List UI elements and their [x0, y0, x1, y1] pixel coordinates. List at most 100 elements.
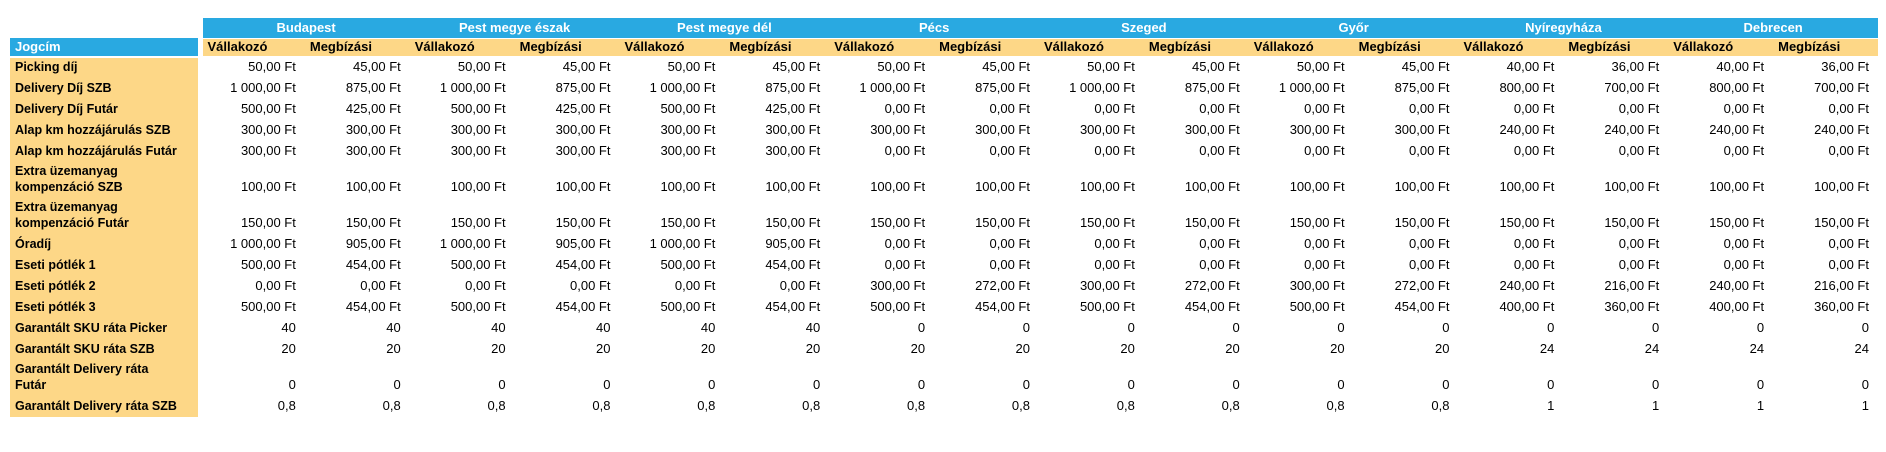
cell-eseti-potlek-1-pest-megye-eszak-vallakozo: 500,00 Ft: [409, 255, 515, 276]
cell-garantalt-delivery-rata-szb-pest-megye-del-megbizasi: 0,8: [724, 396, 830, 417]
cell-extra-uzemanyag-kompenzacio-szb-szeged-megbizasi: 100,00 Ft: [1143, 162, 1249, 198]
table-row-eseti-potlek-2: Eseti pótlék 2 0,00 Ft 0,00 Ft 0,00 Ft 0,00 …: [10, 276, 1878, 297]
cell-delivery-dij-futar-budapest-megbizasi: 425,00 Ft: [304, 99, 410, 120]
cell-eseti-potlek-2-pecs-megbizasi: 272,00 Ft: [934, 276, 1039, 297]
cell-garantalt-sku-rata-szb-budapest-megbizasi: 20: [304, 339, 410, 360]
cell-delivery-dij-szb-debrecen-vallakozo: 800,00 Ft: [1668, 78, 1774, 99]
cell-garantalt-sku-rata-szb-nyiregyhaza-vallakozo: 24: [1458, 339, 1564, 360]
cell-extra-uzemanyag-kompenzacio-futar-pest-megye-eszak-megbizasi: 150,00 Ft: [514, 198, 620, 234]
cell-delivery-dij-szb-nyiregyhaza-megbizasi: 700,00 Ft: [1563, 78, 1669, 99]
cell-eseti-potlek-2-nyiregyhaza-vallakozo: 240,00 Ft: [1458, 276, 1564, 297]
column-group-header-nyiregyhaza: Nyíregyháza: [1458, 18, 1669, 39]
cell-delivery-dij-futar-nyiregyhaza-vallakozo: 0,00 Ft: [1458, 99, 1564, 120]
cell-garantalt-delivery-rata-futar-pecs-megbizasi: 0: [934, 360, 1039, 396]
cell-oradij-pest-megye-eszak-vallakozo: 1 000,00 Ft: [409, 234, 515, 255]
table-row-delivery-dij-futar: Delivery Díj Futár 500,00 Ft 425,00 Ft 500,…: [10, 99, 1878, 120]
city-group-header-row: Budapest Pest megye észak Pest megye dél Pé…: [10, 18, 1878, 39]
cell-eseti-potlek-3-szeged-megbizasi: 454,00 Ft: [1143, 297, 1249, 318]
cell-delivery-dij-szb-gyor-megbizasi: 875,00 Ft: [1353, 78, 1459, 99]
cell-alap-km-hozzajarulas-szb-pest-megye-eszak-vallakozo: 300,00 Ft: [409, 120, 515, 141]
cell-garantalt-sku-rata-szb-pest-megye-del-vallakozo: 20: [619, 339, 725, 360]
cell-garantalt-delivery-rata-futar-nyiregyhaza-megbizasi: 0: [1563, 360, 1669, 396]
column-header-debrecen-vallakozo: Vállakozó: [1668, 38, 1774, 58]
cell-extra-uzemanyag-kompenzacio-futar-gyor-megbizasi: 150,00 Ft: [1353, 198, 1459, 234]
table-row-eseti-potlek-1: Eseti pótlék 1 500,00 Ft 454,00 Ft 500,00 F…: [10, 255, 1878, 276]
cell-delivery-dij-futar-gyor-vallakozo: 0,00 Ft: [1248, 99, 1354, 120]
cell-extra-uzemanyag-kompenzacio-futar-budapest-megbizasi: 150,00 Ft: [304, 198, 410, 234]
cell-delivery-dij-futar-pest-megye-eszak-vallakozo: 500,00 Ft: [409, 99, 515, 120]
cell-alap-km-hozzajarulas-futar-nyiregyhaza-vallakozo: 0,00 Ft: [1458, 141, 1564, 162]
cell-garantalt-sku-rata-szb-debrecen-megbizasi: 24: [1773, 339, 1878, 360]
cell-oradij-szeged-megbizasi: 0,00 Ft: [1143, 234, 1249, 255]
cell-picking-dij-pecs-megbizasi: 45,00 Ft: [934, 57, 1039, 78]
cell-eseti-potlek-3-nyiregyhaza-megbizasi: 360,00 Ft: [1563, 297, 1669, 318]
cell-alap-km-hozzajarulas-futar-debrecen-vallakozo: 0,00 Ft: [1668, 141, 1774, 162]
cell-oradij-budapest-vallakozo: 1 000,00 Ft: [200, 234, 305, 255]
row-label-alap-km-hozzajarulas-futar: Alap km hozzájárulás Futár: [10, 141, 203, 162]
column-header-pest-megye-del-vallakozo: Vállakozó: [619, 38, 725, 58]
cell-garantalt-sku-rata-picker-pest-megye-eszak-megbizasi: 40: [514, 318, 620, 339]
cell-eseti-potlek-3-debrecen-megbizasi: 360,00 Ft: [1773, 297, 1878, 318]
cell-garantalt-delivery-rata-szb-gyor-megbizasi: 0,8: [1353, 396, 1459, 417]
column-header-gyor-megbizasi: Megbízási: [1353, 38, 1459, 58]
cell-delivery-dij-szb-pecs-vallakozo: 1 000,00 Ft: [829, 78, 935, 99]
cell-garantalt-sku-rata-picker-pecs-megbizasi: 0: [934, 318, 1039, 339]
column-header-nyiregyhaza-vallakozo: Vállakozó: [1458, 38, 1564, 58]
cell-extra-uzemanyag-kompenzacio-szb-pecs-vallakozo: 100,00 Ft: [829, 162, 935, 198]
cell-extra-uzemanyag-kompenzacio-szb-pest-megye-del-megbizasi: 100,00 Ft: [724, 162, 830, 198]
cell-oradij-pest-megye-del-megbizasi: 905,00 Ft: [724, 234, 830, 255]
row-label-extra-uzemanyag-kompenzacio-szb: Extra üzemanyag kompenzáció SZB: [10, 162, 203, 198]
cell-extra-uzemanyag-kompenzacio-futar-szeged-vallakozo: 150,00 Ft: [1039, 198, 1144, 234]
cell-extra-uzemanyag-kompenzacio-futar-nyiregyhaza-megbizasi: 150,00 Ft: [1563, 198, 1669, 234]
cell-delivery-dij-futar-pest-megye-del-megbizasi: 425,00 Ft: [724, 99, 830, 120]
cell-garantalt-delivery-rata-szb-pecs-vallakozo: 0,8: [829, 396, 935, 417]
cell-garantalt-delivery-rata-futar-pest-megye-del-megbizasi: 0: [724, 360, 830, 396]
column-header-budapest-megbizasi: Megbízási: [304, 38, 410, 58]
cell-eseti-potlek-1-nyiregyhaza-megbizasi: 0,00 Ft: [1563, 255, 1669, 276]
cell-delivery-dij-futar-gyor-megbizasi: 0,00 Ft: [1353, 99, 1459, 120]
cell-extra-uzemanyag-kompenzacio-szb-budapest-megbizasi: 100,00 Ft: [304, 162, 410, 198]
cell-delivery-dij-szb-pest-megye-eszak-megbizasi: 875,00 Ft: [514, 78, 620, 99]
cell-garantalt-sku-rata-picker-debrecen-megbizasi: 0: [1773, 318, 1878, 339]
cell-delivery-dij-futar-debrecen-megbizasi: 0,00 Ft: [1773, 99, 1878, 120]
column-header-pest-megye-eszak-megbizasi: Megbízási: [514, 38, 620, 58]
cell-delivery-dij-futar-budapest-vallakozo: 500,00 Ft: [200, 99, 305, 120]
cell-extra-uzemanyag-kompenzacio-futar-gyor-vallakozo: 150,00 Ft: [1248, 198, 1354, 234]
cell-eseti-potlek-1-gyor-megbizasi: 0,00 Ft: [1353, 255, 1459, 276]
cell-extra-uzemanyag-kompenzacio-futar-pest-megye-del-vallakozo: 150,00 Ft: [619, 198, 725, 234]
cell-extra-uzemanyag-kompenzacio-szb-pest-megye-del-vallakozo: 100,00 Ft: [619, 162, 725, 198]
column-group-header-pest-megye-del: Pest megye dél: [619, 18, 830, 39]
cell-garantalt-delivery-rata-futar-szeged-megbizasi: 0: [1143, 360, 1249, 396]
cell-eseti-potlek-1-pest-megye-del-vallakozo: 500,00 Ft: [619, 255, 725, 276]
cell-eseti-potlek-2-budapest-megbizasi: 0,00 Ft: [304, 276, 410, 297]
cell-extra-uzemanyag-kompenzacio-futar-nyiregyhaza-vallakozo: 150,00 Ft: [1458, 198, 1564, 234]
cell-eseti-potlek-3-pecs-vallakozo: 500,00 Ft: [829, 297, 935, 318]
table-row-garantalt-delivery-rata-szb: Garantált Delivery ráta SZB 0,8 0,8 0,8 0,8 0…: [10, 396, 1878, 417]
cell-picking-dij-pecs-vallakozo: 50,00 Ft: [829, 57, 935, 78]
cell-eseti-potlek-1-pest-megye-eszak-megbizasi: 454,00 Ft: [514, 255, 620, 276]
cell-oradij-pecs-vallakozo: 0,00 Ft: [829, 234, 935, 255]
cell-extra-uzemanyag-kompenzacio-szb-pest-megye-eszak-megbizasi: 100,00 Ft: [514, 162, 620, 198]
cell-eseti-potlek-2-gyor-megbizasi: 272,00 Ft: [1353, 276, 1459, 297]
cell-eseti-potlek-2-debrecen-vallakozo: 240,00 Ft: [1668, 276, 1774, 297]
cell-extra-uzemanyag-kompenzacio-futar-szeged-megbizasi: 150,00 Ft: [1143, 198, 1249, 234]
cell-garantalt-sku-rata-szb-pecs-megbizasi: 20: [934, 339, 1039, 360]
cell-alap-km-hozzajarulas-szb-pest-megye-del-vallakozo: 300,00 Ft: [619, 120, 725, 141]
cell-delivery-dij-szb-szeged-megbizasi: 875,00 Ft: [1143, 78, 1249, 99]
column-group-header-pecs: Pécs: [829, 18, 1039, 39]
cell-oradij-pest-megye-del-vallakozo: 1 000,00 Ft: [619, 234, 725, 255]
table-row-picking-dij: Picking díj 50,00 Ft 45,00 Ft 50,00 Ft 45,00…: [10, 57, 1878, 78]
cell-alap-km-hozzajarulas-szb-pecs-megbizasi: 300,00 Ft: [934, 120, 1039, 141]
cell-extra-uzemanyag-kompenzacio-futar-budapest-vallakozo: 150,00 Ft: [200, 198, 305, 234]
column-group-header-gyor: Győr: [1248, 18, 1459, 39]
cell-delivery-dij-szb-debrecen-megbizasi: 700,00 Ft: [1773, 78, 1878, 99]
cell-extra-uzemanyag-kompenzacio-futar-pecs-vallakozo: 150,00 Ft: [829, 198, 935, 234]
cell-garantalt-sku-rata-picker-gyor-megbizasi: 0: [1353, 318, 1459, 339]
cell-extra-uzemanyag-kompenzacio-szb-szeged-vallakozo: 100,00 Ft: [1039, 162, 1144, 198]
cell-garantalt-sku-rata-szb-pest-megye-eszak-vallakozo: 20: [409, 339, 515, 360]
cell-eseti-potlek-1-debrecen-vallakozo: 0,00 Ft: [1668, 255, 1774, 276]
cell-alap-km-hozzajarulas-futar-gyor-vallakozo: 0,00 Ft: [1248, 141, 1354, 162]
column-header-szeged-vallakozo: Vállakozó: [1039, 38, 1144, 58]
cell-eseti-potlek-3-budapest-vallakozo: 500,00 Ft: [200, 297, 305, 318]
